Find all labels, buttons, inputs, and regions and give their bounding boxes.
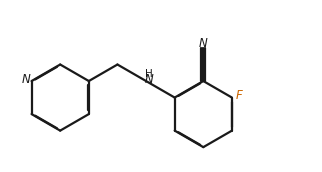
Text: N: N xyxy=(21,73,30,86)
Text: N: N xyxy=(199,36,208,50)
Text: F: F xyxy=(236,89,242,102)
Text: N: N xyxy=(144,73,153,86)
Text: H: H xyxy=(145,69,153,79)
